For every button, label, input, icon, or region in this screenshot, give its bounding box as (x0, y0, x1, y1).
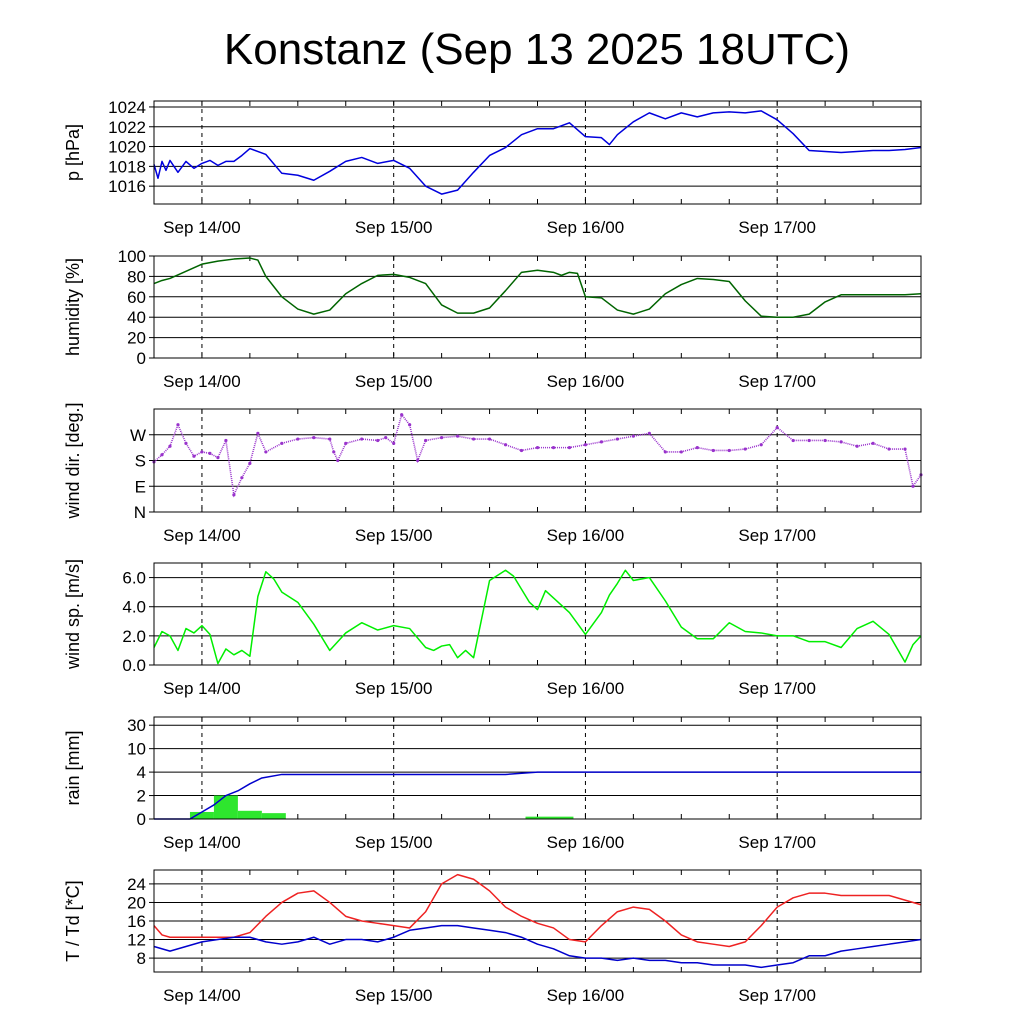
x-tick-label: Sep 17/00 (738, 372, 816, 391)
x-tick-label: Sep 14/00 (163, 679, 241, 698)
y-tick-label: 20 (127, 893, 146, 912)
x-tick-label: Sep 14/00 (163, 372, 241, 391)
y-axis-label: humidity [%] (63, 258, 83, 356)
y-tick-label: S (135, 452, 146, 471)
y-tick-label: 40 (127, 308, 146, 327)
y-tick-label: 2.0 (122, 627, 146, 646)
x-tick-label: Sep 17/00 (738, 833, 816, 852)
rain-bar (261, 813, 286, 819)
y-axis-label: T / Td [*C] (63, 880, 83, 961)
x-tick-label: Sep 15/00 (355, 526, 433, 545)
y-tick-label: 20 (127, 329, 146, 348)
panel-5: 0 2 4 10 30 Sep 14/00 Sep 15/00 Sep 16/00 Sep 17… (63, 716, 922, 852)
plot-frame (153, 255, 922, 359)
x-tick-label: Sep 16/00 (547, 833, 625, 852)
y-tick-label: 0 (137, 810, 146, 829)
y-tick-label: 60 (127, 288, 146, 307)
x-tick-label: Sep 17/00 (738, 526, 816, 545)
series-line-1 (153, 873, 922, 948)
y-tick-label: 12 (127, 931, 146, 950)
y-tick-label: 24 (127, 875, 146, 894)
y-tick-label: W (130, 426, 146, 445)
y-tick-label: 1020 (108, 138, 146, 157)
plot-frame (153, 562, 922, 666)
x-tick-label: Sep 14/00 (163, 833, 241, 852)
x-tick-label: Sep 15/00 (355, 372, 433, 391)
y-tick-label: 1024 (108, 98, 146, 117)
plot-frame (153, 408, 922, 513)
y-tick-label: 0 (137, 349, 146, 368)
y-axis-label: rain [mm] (63, 730, 83, 805)
x-tick-label: Sep 16/00 (547, 218, 625, 237)
series-line-1 (153, 110, 922, 195)
y-axis-label: wind sp. [m/s] (63, 559, 83, 670)
chart-title: Konstanz (Sep 13 2025 18UTC) (224, 25, 850, 74)
y-tick-label: 4 (137, 763, 146, 782)
plot-frame (153, 869, 922, 973)
rain-bar (189, 811, 214, 819)
y-tick-label: 100 (118, 247, 146, 266)
y-tick-label: 16 (127, 912, 146, 931)
y-tick-label: 80 (127, 267, 146, 286)
x-tick-label: Sep 14/00 (163, 526, 241, 545)
series-line-1 (153, 569, 922, 665)
x-tick-label: Sep 16/00 (547, 986, 625, 1005)
y-tick-label: 2 (137, 787, 146, 806)
x-tick-label: Sep 17/00 (738, 218, 816, 237)
y-tick-label: 0.0 (122, 656, 146, 675)
x-tick-label: Sep 15/00 (355, 986, 433, 1005)
x-tick-label: Sep 14/00 (163, 218, 241, 237)
x-tick-label: Sep 16/00 (547, 372, 625, 391)
rain-bar (525, 816, 574, 819)
x-tick-label: Sep 15/00 (355, 833, 433, 852)
y-tick-label: N (134, 503, 146, 522)
y-tick-label: 1018 (108, 157, 146, 176)
wind-dir-series (153, 413, 922, 498)
x-tick-label: Sep 16/00 (547, 526, 625, 545)
series-line-1 (154, 771, 921, 820)
y-tick-label: E (135, 477, 146, 496)
y-axis-label: p [hPa] (63, 124, 83, 181)
plot-frame (153, 716, 922, 820)
panel-4: 0.0 2.0 4.0 6.0 Sep 14/00 Sep 15/00 Sep 16/00 S… (63, 559, 922, 698)
series-line-1 (153, 257, 922, 318)
y-tick-label: 6.0 (122, 569, 146, 588)
y-tick-label: 4.0 (122, 598, 146, 617)
x-tick-label: Sep 16/00 (547, 679, 625, 698)
y-axis-label: wind dir. [deg.] (63, 402, 83, 519)
series-line-2 (153, 924, 922, 969)
x-tick-label: Sep 17/00 (738, 986, 816, 1005)
x-tick-label: Sep 14/00 (163, 986, 241, 1005)
y-tick-label: 10 (127, 740, 146, 759)
x-tick-label: Sep 15/00 (355, 679, 433, 698)
y-tick-label: 1016 (108, 177, 146, 196)
y-tick-label: 30 (127, 716, 146, 735)
y-tick-label: 8 (137, 949, 146, 968)
x-tick-label: Sep 17/00 (738, 679, 816, 698)
y-tick-label: 1022 (108, 118, 146, 137)
rain-bar (213, 795, 238, 819)
plot-frame (153, 100, 922, 205)
x-tick-label: Sep 15/00 (355, 218, 433, 237)
rain-bar (237, 810, 262, 819)
